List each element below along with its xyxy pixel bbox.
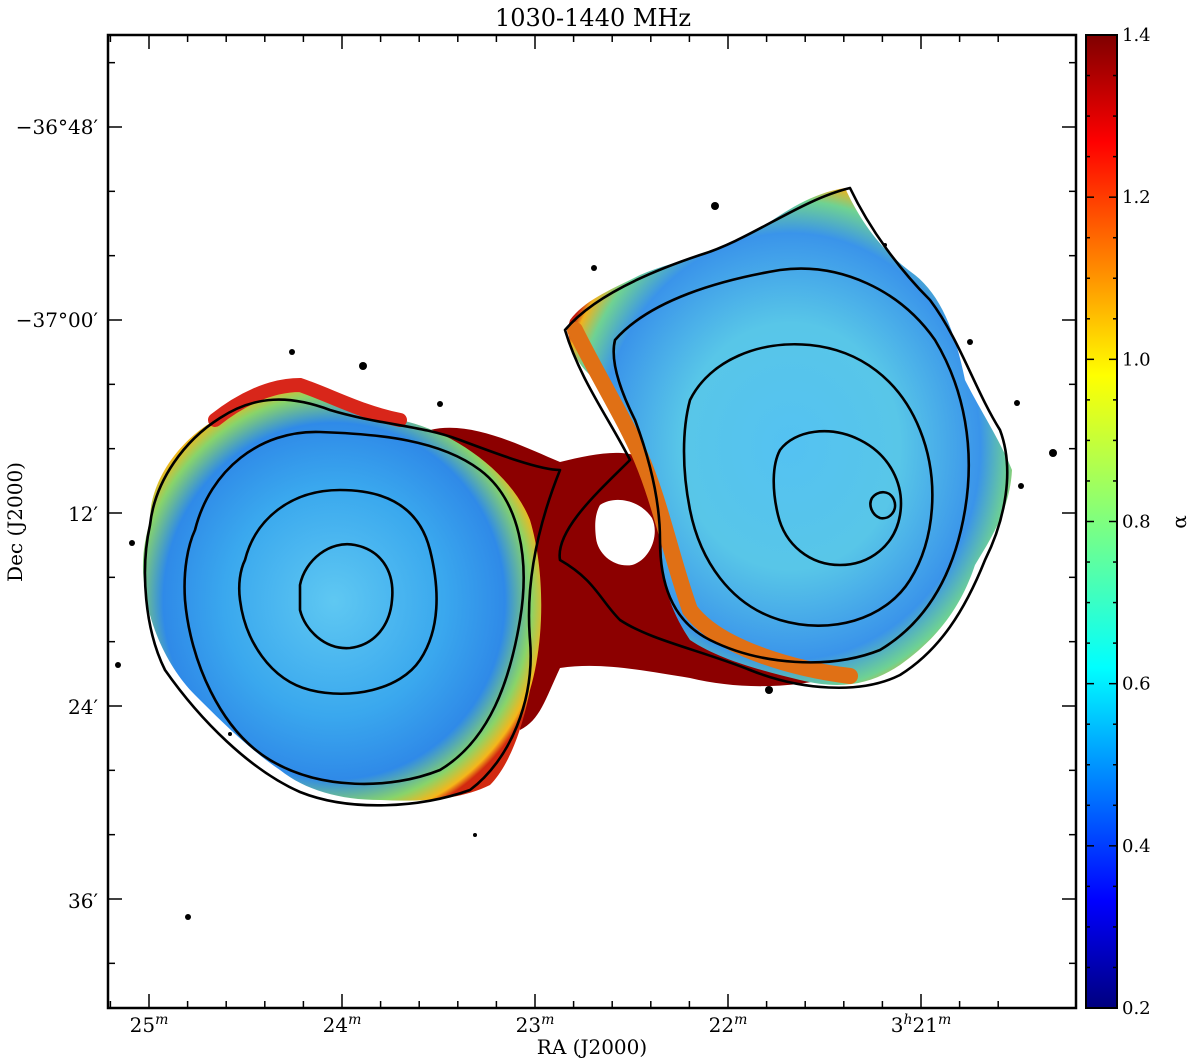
x-axis-label: RA (J2000) — [537, 1035, 647, 1059]
point-source — [473, 833, 477, 837]
contour-inner-east — [682, 342, 934, 627]
x-tick-label: 3h21m — [891, 1012, 952, 1037]
point-source — [967, 339, 973, 345]
x-tick-label: 23m — [516, 1012, 555, 1037]
x-ticks — [109, 35, 999, 1008]
point-source — [185, 914, 191, 920]
point-source — [591, 265, 597, 271]
colorbar-tick-label: 0.8 — [1122, 512, 1151, 533]
point-source — [129, 540, 135, 546]
west-lobe-region — [142, 385, 542, 801]
colorbar-tick-label: 1.4 — [1122, 25, 1151, 46]
y-tick-label: 12′ — [68, 502, 98, 526]
colorbar-ticks — [1086, 34, 1117, 1009]
figure-title: 1030-1440 MHz — [495, 4, 691, 32]
point-source — [228, 732, 232, 736]
y-tick-label: −37°00′ — [16, 308, 99, 332]
contour-mid-west — [183, 430, 525, 786]
contour-outer-east — [558, 186, 1009, 689]
point-sources — [115, 202, 1057, 920]
contour-core-west — [298, 542, 394, 650]
x-tick-label: 25m — [130, 1012, 169, 1037]
colorbar: 1.4 1.2 1.0 0.8 0.6 0.4 0.2 α — [1085, 25, 1191, 1019]
spectral-index-map — [115, 186, 1057, 920]
y-tick-labels: −36°48′ −37°00′ 12′ 24′ 36′ — [16, 115, 99, 913]
west-lobe-rim — [208, 377, 407, 427]
y-tick-label: 24′ — [68, 695, 98, 719]
x-tick-labels: 25m 24m 23m 22m 3h21m — [130, 1012, 952, 1037]
point-source — [1049, 449, 1057, 457]
colorbar-tick-label: 1.0 — [1122, 349, 1151, 370]
contour-mid-east — [612, 267, 970, 664]
colorbar-tick-labels: 1.4 1.2 1.0 0.8 0.6 0.4 0.2 — [1122, 25, 1151, 1019]
point-source — [711, 202, 719, 210]
point-source — [115, 662, 121, 668]
point-source — [765, 686, 773, 694]
contour-lines — [143, 186, 1009, 807]
y-tick-label: −36°48′ — [16, 115, 99, 139]
point-source — [437, 401, 443, 407]
x-tick-label: 24m — [323, 1012, 362, 1037]
colorbar-tick-label: 0.4 — [1122, 836, 1151, 857]
central-hole — [595, 499, 655, 566]
point-source — [883, 243, 887, 247]
contour-outer-west — [143, 398, 562, 807]
colorbar-tick-label: 1.2 — [1122, 187, 1151, 208]
point-source — [359, 362, 367, 370]
colorbar-tick-label: 0.2 — [1122, 998, 1151, 1019]
x-tick-label: 22m — [709, 1012, 748, 1037]
colorbar-label: α — [1167, 515, 1191, 529]
y-axis-label: Dec (J2000) — [3, 462, 27, 582]
colorbar-tick-label: 0.6 — [1122, 674, 1151, 695]
y-tick-label: 36′ — [68, 889, 98, 913]
y-ticks — [108, 61, 1076, 965]
point-source — [1014, 400, 1020, 406]
contour-core-east — [772, 429, 903, 567]
point-source — [289, 349, 295, 355]
contour-inner-west — [237, 488, 438, 696]
point-source — [1018, 483, 1024, 489]
plot-frame — [106, 33, 1078, 1010]
contour-knot-east — [869, 490, 897, 520]
